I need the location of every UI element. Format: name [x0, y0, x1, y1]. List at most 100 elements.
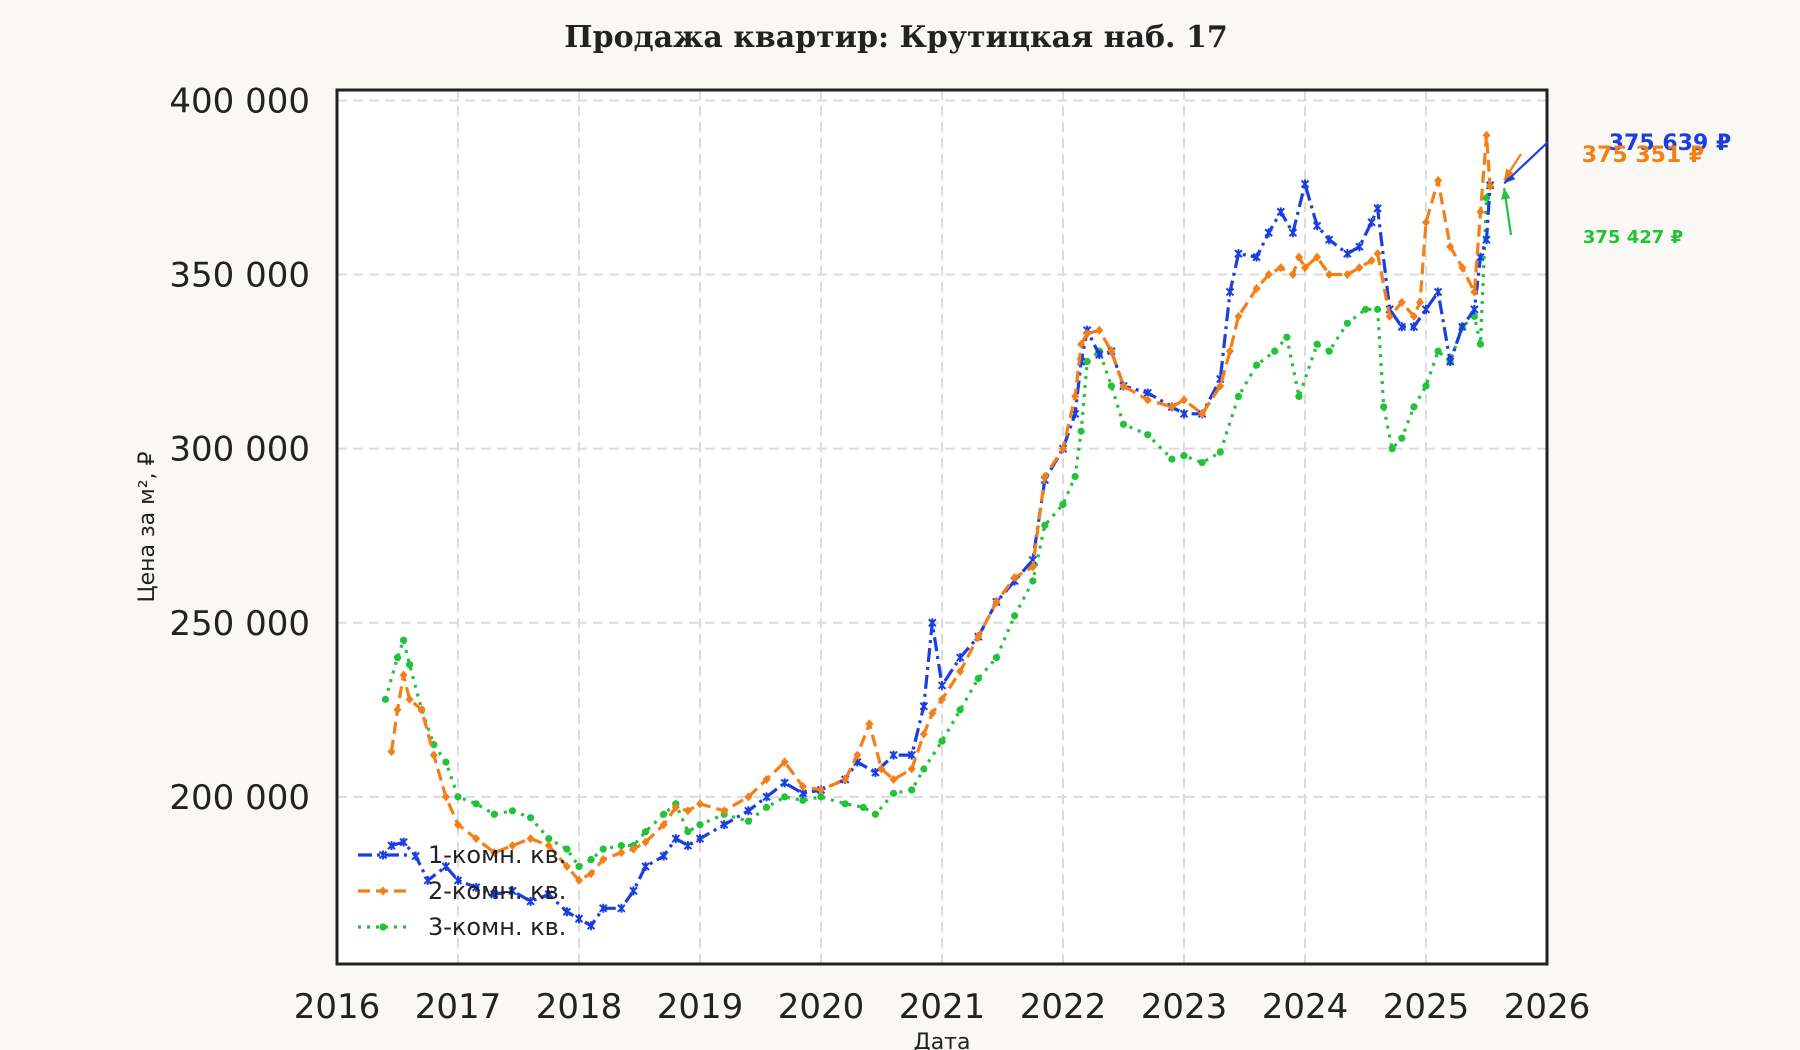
legend: 1-комн. кв. 2-комн. кв. 3-комн. кв.	[358, 841, 566, 941]
value-annotation: 375 639 ₽	[1503, 131, 1731, 185]
data-point	[1225, 346, 1234, 356]
legend-item: 3-комн. кв.	[358, 913, 566, 941]
data-point	[660, 810, 668, 818]
data-point	[1252, 283, 1261, 293]
data-point	[490, 848, 499, 858]
data-point	[671, 834, 681, 844]
data-point	[490, 889, 499, 899]
data-point	[1415, 297, 1424, 307]
data-point	[1470, 287, 1479, 297]
data-point	[1040, 472, 1049, 482]
data-point	[1409, 322, 1419, 332]
legend-label: 2-комн. кв.	[428, 877, 566, 905]
data-point	[853, 750, 862, 760]
data-point	[1482, 235, 1491, 245]
x-tick-label: 2020	[778, 987, 865, 1027]
data-point	[1234, 249, 1243, 259]
series-2	[387, 130, 1495, 885]
data-point	[587, 868, 596, 878]
data-point	[1095, 350, 1104, 360]
legend-marker	[378, 850, 388, 860]
data-point	[974, 674, 982, 683]
data-point	[1010, 572, 1019, 582]
data-point	[587, 855, 595, 864]
data-point	[1283, 333, 1291, 341]
data-point	[780, 757, 789, 767]
data-point	[817, 793, 825, 801]
data-point	[1059, 444, 1067, 454]
data-point	[508, 886, 517, 896]
data-point	[1397, 297, 1406, 307]
data-point	[1225, 287, 1235, 297]
data-point	[617, 842, 625, 850]
data-point	[744, 806, 753, 816]
data-point	[1271, 347, 1279, 355]
data-point	[1355, 263, 1364, 273]
x-tick-label: 2025	[1383, 987, 1470, 1027]
annotation-arrowhead	[1504, 168, 1515, 181]
data-point	[907, 750, 916, 760]
data-point	[992, 597, 1001, 607]
legend-item: 1-комн. кв.	[358, 841, 566, 869]
data-point	[928, 708, 937, 718]
x-tick-label: 2021	[899, 987, 986, 1027]
x-tick-label: 2023	[1141, 987, 1228, 1027]
data-point	[762, 803, 771, 811]
data-point	[586, 921, 596, 931]
data-point	[1083, 329, 1092, 339]
data-point	[1119, 420, 1128, 428]
data-point	[399, 670, 408, 680]
data-point	[1288, 228, 1298, 238]
data-point	[441, 792, 450, 802]
y-tick-label: 300 000	[169, 430, 310, 470]
data-point	[841, 800, 849, 808]
annotation-label: 375 639 ₽	[1609, 131, 1731, 156]
data-point	[406, 660, 414, 669]
data-point	[1446, 242, 1455, 252]
x-tick-label: 2022	[1020, 987, 1107, 1027]
data-point	[387, 841, 396, 851]
data-point	[629, 844, 638, 854]
x-tick-label: 2024	[1262, 987, 1349, 1027]
data-point	[1119, 381, 1128, 391]
annotation-label: 375 427 ₽	[1583, 227, 1683, 248]
data-point	[453, 875, 463, 885]
data-point	[490, 810, 498, 818]
legend-marker	[379, 886, 387, 896]
data-point	[1167, 402, 1176, 412]
data-point	[1410, 403, 1418, 411]
data-point	[1409, 311, 1418, 321]
chart-title: Продажа квартир: Крутицкая наб. 17	[564, 20, 1227, 55]
data-point	[1077, 427, 1085, 435]
data-point	[1355, 242, 1364, 252]
data-point	[1325, 270, 1334, 280]
data-point	[472, 800, 480, 808]
data-point	[574, 914, 584, 924]
data-point	[641, 862, 650, 872]
data-point	[617, 848, 626, 858]
legend-item: 2-комн. кв.	[358, 877, 566, 905]
data-point	[744, 792, 753, 802]
data-point	[762, 792, 771, 802]
data-point	[1397, 322, 1407, 332]
data-point	[1107, 382, 1115, 390]
data-point	[1312, 221, 1322, 231]
data-point	[889, 750, 898, 760]
x-tick-label: 2026	[1504, 987, 1591, 1027]
data-point	[659, 820, 668, 830]
data-point	[1300, 179, 1310, 189]
data-point	[1486, 181, 1495, 191]
data-point	[1445, 357, 1455, 367]
data-point	[696, 799, 704, 809]
data-point	[1095, 325, 1104, 335]
data-point	[659, 851, 668, 861]
x-tick-label: 2018	[536, 987, 623, 1027]
data-point	[938, 694, 946, 704]
data-point	[599, 855, 608, 865]
data-point	[598, 903, 608, 913]
data-point	[1028, 562, 1037, 572]
data-point	[1252, 252, 1261, 262]
data-point	[877, 764, 886, 774]
data-point	[1234, 311, 1243, 321]
data-point	[683, 841, 693, 851]
